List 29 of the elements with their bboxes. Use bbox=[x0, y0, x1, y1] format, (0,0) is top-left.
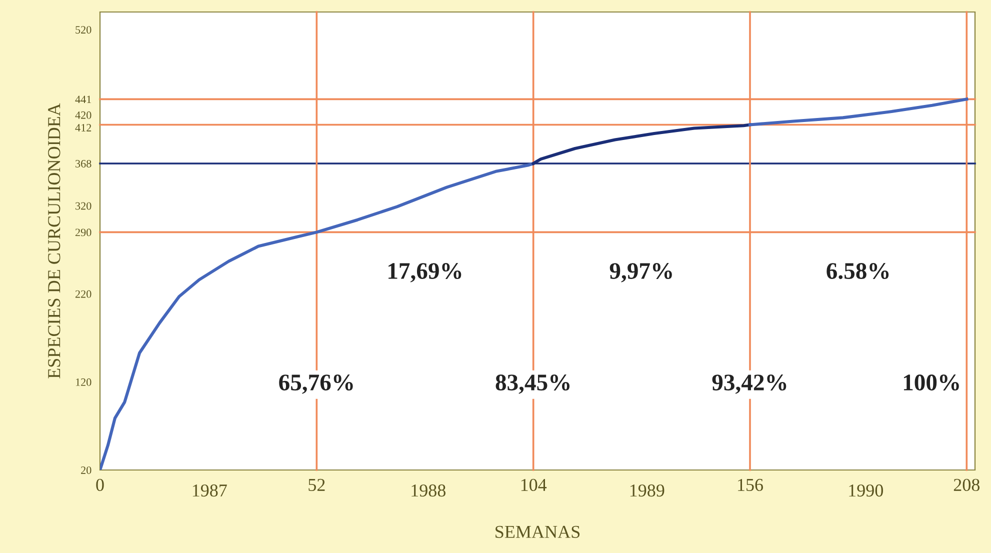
y-tick-label: 320 bbox=[76, 202, 92, 210]
y-tick-label: 368 bbox=[76, 160, 92, 168]
x2-tick-label: 1987 bbox=[192, 484, 227, 497]
y-axis-title: ESPECIES DE CURCULIONOIDEA bbox=[48, 103, 60, 378]
annotation: 100% bbox=[904, 374, 959, 391]
annotation: 93,42% bbox=[712, 374, 786, 394]
y-tick-label: 20 bbox=[81, 466, 92, 474]
annotation: 9,97% bbox=[610, 263, 672, 282]
y-tick-label: 120 bbox=[76, 378, 92, 386]
y-tick-label: 412 bbox=[75, 124, 92, 132]
x-tick-label: 208 bbox=[954, 478, 980, 492]
annotation: 17,69% bbox=[388, 263, 462, 282]
y-tick-label: 441 bbox=[75, 96, 91, 104]
x-tick-label: 52 bbox=[308, 478, 325, 492]
x-axis-title: SEMANAS bbox=[496, 526, 580, 538]
x-tick-label: 104 bbox=[521, 478, 547, 492]
x2-tick-label: 1989 bbox=[630, 484, 664, 497]
annotation: 6.58% bbox=[826, 263, 889, 280]
x2-tick-label: 1988 bbox=[412, 484, 446, 497]
x2-tick-label: 1990 bbox=[849, 484, 883, 497]
line-series bbox=[748, 98, 968, 126]
annotation: 83,45% bbox=[496, 374, 570, 394]
x-tick-label: 156 bbox=[738, 478, 764, 492]
y-tick-label: 520 bbox=[76, 26, 92, 34]
annotation: 65,76% bbox=[279, 374, 353, 394]
y-tick-label: 220 bbox=[75, 290, 92, 298]
y-tick-label: 290 bbox=[75, 228, 92, 236]
y-tick-label: 420 bbox=[75, 111, 92, 119]
x-tick-label: 0 bbox=[96, 478, 104, 492]
